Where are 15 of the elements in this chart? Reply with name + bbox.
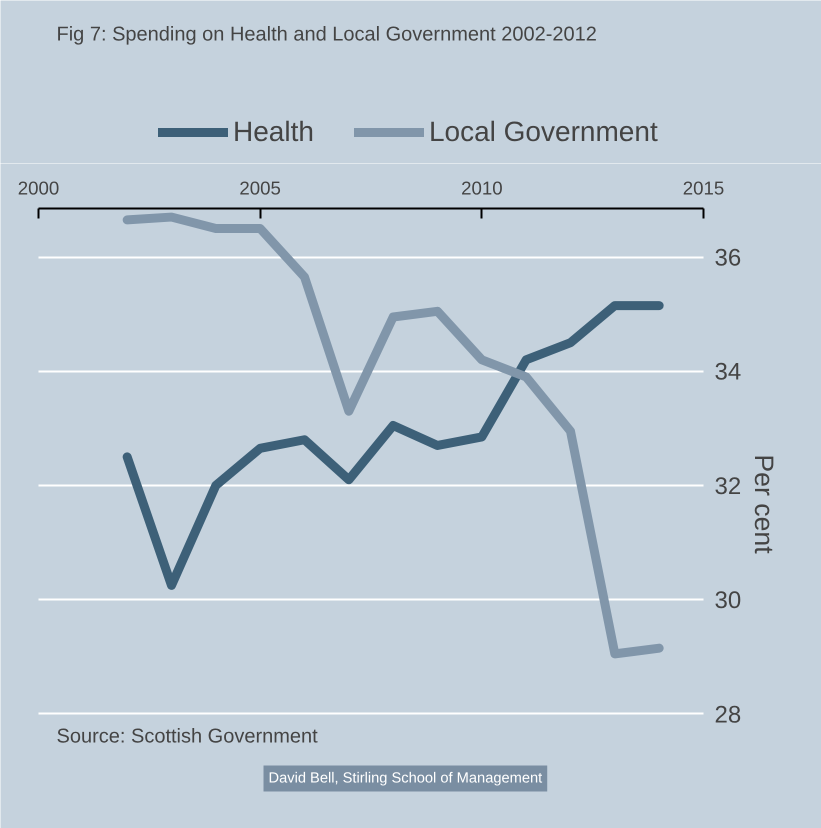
annotation: David Bell, Stirling School of Management xyxy=(268,770,542,786)
x-tick-label: 2005 xyxy=(239,178,281,198)
y-tick-label: 32 xyxy=(714,472,742,500)
y-tick-label: 30 xyxy=(714,587,742,614)
y-axis-title: Per cent xyxy=(749,454,780,554)
annotation: Source: Scottish Government xyxy=(56,726,318,748)
x-tick-label: 2000 xyxy=(18,178,60,198)
legend-label: Local Government xyxy=(428,116,658,148)
x-tick-label: 2010 xyxy=(461,178,503,198)
chart-title: Fig 7: Spending on Health and Local Government 2002-2012 xyxy=(56,24,597,46)
y-tick-label: 36 xyxy=(714,244,742,272)
legend-label: Health xyxy=(233,116,314,148)
y-tick-label: 34 xyxy=(714,358,742,386)
y-tick-label: 28 xyxy=(714,701,742,728)
x-tick-label: 2015 xyxy=(682,178,724,198)
